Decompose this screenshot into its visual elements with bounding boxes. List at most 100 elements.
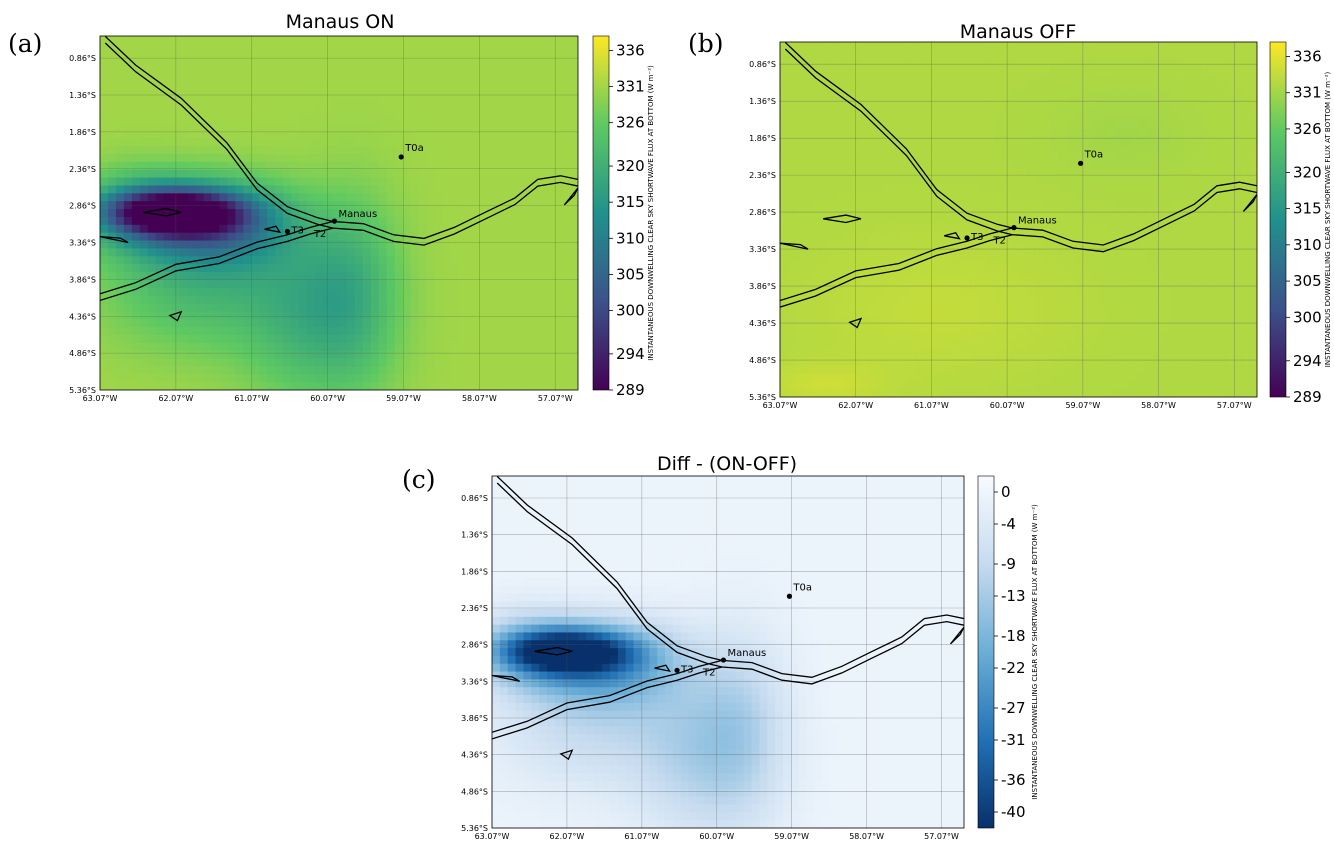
heatmap-cell — [187, 319, 197, 328]
heatmap-cell — [346, 169, 356, 179]
heatmap-cell — [514, 185, 523, 194]
heatmap-cell — [946, 199, 956, 209]
heatmap-cell — [307, 224, 316, 234]
heatmap-cell — [1113, 184, 1123, 193]
heatmap-cell — [811, 144, 821, 154]
heatmap-cell — [522, 272, 531, 281]
heatmap-cell — [530, 67, 539, 76]
heatmap-cell — [970, 128, 980, 138]
heatmap-cell — [562, 358, 571, 367]
heatmap-cell — [1082, 294, 1091, 303]
heatmap-cell — [946, 176, 956, 185]
heatmap-cell — [962, 365, 972, 374]
heatmap-cell — [100, 303, 109, 312]
heatmap-cell — [315, 311, 324, 320]
heatmap-cell — [1042, 136, 1051, 146]
heatmap-cell — [883, 105, 892, 114]
heatmap-cell — [1066, 270, 1075, 280]
heatmap-cell — [482, 350, 491, 360]
heatmap-cell — [1074, 341, 1083, 351]
heatmap-cell — [1113, 105, 1123, 114]
heatmap-cell — [522, 154, 531, 163]
heatmap-cell — [155, 342, 165, 352]
colorbar-tick-label: 300 — [616, 302, 645, 320]
heatmap-cell — [299, 185, 308, 194]
heatmap-cell — [163, 366, 173, 375]
heatmap-cell — [1161, 65, 1171, 75]
heatmap-cell — [426, 256, 436, 265]
heatmap-cell — [514, 319, 523, 328]
heatmap-cell — [490, 311, 499, 320]
heatmap-cell — [346, 248, 356, 257]
rivers — [100, 36, 578, 322]
heatmap-cell — [458, 350, 468, 360]
heatmap-cell — [1129, 365, 1139, 374]
heatmap-cell — [100, 185, 109, 194]
heatmap-cell — [827, 302, 837, 311]
heatmap-cell — [803, 57, 813, 67]
heatmap-cell — [227, 154, 237, 163]
heatmap-cell — [187, 75, 197, 84]
heatmap-cell — [235, 83, 244, 92]
heatmap-cell — [811, 176, 821, 185]
heatmap-cell — [978, 318, 988, 327]
heatmap-cell — [780, 207, 789, 217]
heatmap-cell — [171, 279, 181, 289]
heatmap-cell — [331, 382, 340, 390]
heatmap-cell — [219, 91, 229, 100]
heatmap-cell — [867, 262, 876, 272]
heatmap-cell — [954, 255, 964, 264]
heatmap-cell — [1113, 294, 1123, 303]
heatmap-cell — [299, 138, 308, 147]
heatmap-cell — [562, 185, 571, 194]
heatmap-cell — [851, 310, 861, 319]
heatmap-cell — [851, 113, 861, 122]
heatmap-cell — [1153, 255, 1163, 264]
heatmap-cell — [434, 193, 444, 202]
heatmap-cell — [891, 105, 900, 114]
heatmap-cell — [307, 83, 316, 92]
heatmap-cell — [1145, 389, 1155, 397]
heatmap-cell — [1034, 199, 1043, 209]
heatmap-cell — [339, 91, 348, 100]
heatmap-cell — [402, 319, 412, 328]
heatmap-cell — [1090, 326, 1099, 335]
heatmap-cell — [1113, 318, 1123, 327]
heatmap-cell — [410, 201, 420, 210]
heatmap-cell — [827, 168, 837, 177]
heatmap-cell — [100, 279, 109, 289]
heatmap-cell — [251, 122, 260, 131]
heatmap-cell — [1145, 120, 1155, 130]
heatmap-cell — [227, 334, 237, 344]
heatmap-cell — [875, 310, 884, 319]
heatmap-cell — [1153, 105, 1163, 114]
heatmap-cell — [346, 264, 356, 273]
heatmap-cell — [1050, 42, 1059, 51]
heatmap-cell — [354, 295, 364, 305]
heatmap-cell — [570, 319, 578, 328]
heatmap-cell — [235, 114, 244, 124]
heatmap-cell — [939, 97, 948, 106]
heatmap-cell — [899, 120, 908, 130]
heatmap-cell — [562, 36, 571, 45]
heatmap-cell — [107, 366, 117, 375]
heatmap-cell — [923, 365, 932, 374]
heatmap-cell — [394, 256, 404, 265]
heatmap-cell — [1082, 168, 1091, 177]
heatmap-cell — [203, 224, 213, 234]
heatmap-cell — [171, 342, 181, 352]
heatmap-cell — [283, 374, 292, 383]
heatmap-cell — [458, 264, 468, 273]
heatmap-cell — [1113, 144, 1123, 154]
heatmap-cell — [155, 75, 165, 84]
heatmap-cell — [1113, 247, 1123, 256]
heatmap-cell — [835, 176, 845, 185]
heatmap-cell — [1018, 278, 1028, 288]
heatmap-cell — [1026, 302, 1035, 311]
heatmap-cell — [115, 295, 125, 305]
heatmap-cell — [243, 177, 252, 187]
heatmap-cell — [434, 75, 444, 84]
heatmap-cell — [907, 120, 916, 130]
heatmap-cell — [931, 57, 940, 67]
heatmap-cell — [307, 43, 316, 53]
